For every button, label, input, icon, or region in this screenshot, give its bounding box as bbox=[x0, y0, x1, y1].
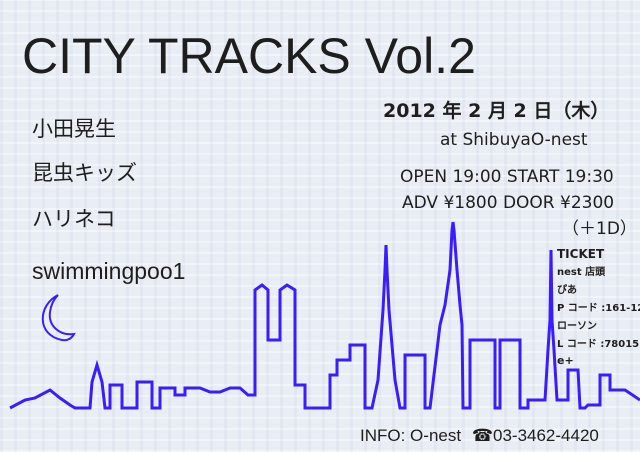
footer-info: INFO: O-nest ☎03-3462-4420 bbox=[360, 426, 599, 446]
telephone-icon: ☎ bbox=[471, 426, 493, 445]
event-title: CITY TRACKS Vol.2 bbox=[22, 28, 476, 84]
ticket-code: P コード :161-121 bbox=[557, 303, 640, 314]
ticket-outlet: nest 店頭 bbox=[557, 267, 606, 278]
artist-name: ハリネコ bbox=[32, 207, 116, 231]
skyline-outline bbox=[9, 221, 640, 410]
moon-icon bbox=[41, 294, 76, 342]
artist-name: swimmingpoo1 bbox=[32, 258, 186, 284]
artist-name: 昆虫キッズ bbox=[32, 161, 137, 185]
ticket-outlet: e+ bbox=[557, 354, 574, 367]
ticket-outlet: ぴあ bbox=[557, 285, 577, 296]
ticket-heading: TICKET bbox=[557, 247, 605, 261]
ticket-code: L コード :78015 bbox=[557, 339, 640, 350]
info-label: INFO: O-nest bbox=[360, 426, 462, 445]
event-times: OPEN 19:00 START 19:30 bbox=[400, 167, 614, 187]
event-prices: ADV ¥1800 DOOR ¥2300 bbox=[402, 193, 615, 213]
artist-name: 小田晃生 bbox=[32, 117, 116, 141]
phone-number: 03-3462-4420 bbox=[493, 426, 599, 445]
event-drink: （＋1D） bbox=[562, 219, 637, 239]
event-date: 2012 年 2 月 2 日（木） bbox=[383, 100, 610, 122]
ticket-outlet: ローソン bbox=[557, 321, 597, 332]
event-venue: at ShibuyaO-nest bbox=[440, 130, 588, 150]
